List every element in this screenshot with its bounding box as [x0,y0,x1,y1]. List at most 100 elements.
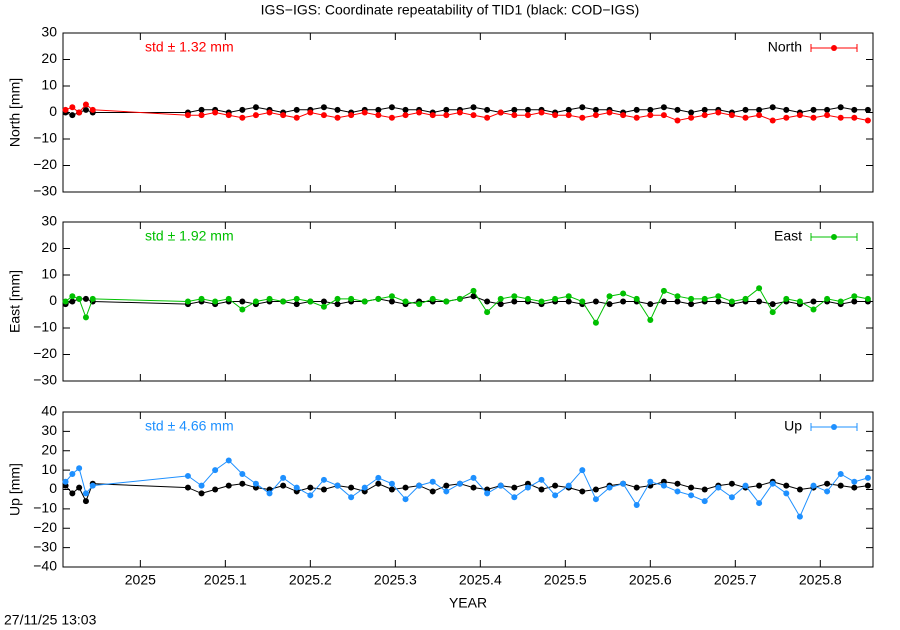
legend-label: North [768,39,802,55]
data-point [592,298,599,305]
data-point [484,490,491,497]
data-point [320,298,327,305]
data-point [69,112,76,119]
data-point [82,314,89,321]
data-point [592,496,599,503]
data-point [592,486,599,493]
data-point [320,303,327,310]
data-point [470,104,477,111]
data-point [69,298,76,305]
data-point [388,293,395,300]
data-point [320,104,327,111]
data-point [470,287,477,294]
data-point [851,293,858,300]
data-point [538,486,545,493]
data-point [348,484,355,491]
data-point [361,484,368,491]
y-tick-label: 20 [41,441,57,457]
data-point [606,293,613,300]
data-point [769,309,776,316]
data-point [307,484,314,491]
data-point [184,112,191,119]
data-point [198,482,205,489]
data-point [511,106,518,113]
data-point [484,114,491,121]
data-point [606,301,613,308]
data-point [742,114,749,121]
data-point [647,478,654,485]
data-point [606,484,613,491]
data-point [633,502,640,508]
data-point [470,474,477,481]
data-point [783,490,790,497]
data-point [402,298,409,305]
data-point [348,295,355,302]
data-point [225,457,232,464]
x-tick-label: 2025.5 [544,572,587,588]
y-tick-label: −10 [33,130,57,146]
data-point [756,482,763,489]
y-tick-label: −30 [33,372,57,388]
data-point [416,109,423,116]
data-point [497,301,504,308]
y-tick-label: 30 [41,24,57,40]
data-point [388,480,395,487]
data-point [443,298,450,305]
data-point [239,298,246,305]
data-point [565,298,572,305]
y-tick-label: 30 [41,213,57,229]
data-point [334,295,341,302]
data-point [660,112,667,119]
data-point [456,480,463,487]
data-point [429,478,436,485]
data-point [361,298,368,305]
y-tick-label: 0 [49,480,57,496]
data-point [715,109,722,116]
data-point [688,492,695,499]
data-point [320,486,327,493]
data-point [620,298,627,305]
data-point [375,106,382,113]
data-point [212,486,219,493]
data-point [810,482,817,489]
data-point [633,484,640,491]
data-point [429,488,436,495]
data-point [851,484,858,491]
data-point [280,298,287,305]
data-point [388,298,395,305]
data-point [239,471,246,477]
data-point [388,104,395,111]
data-point [497,482,504,489]
data-point [742,482,749,489]
data-point [647,106,654,113]
data-point [756,285,763,292]
data-point [701,498,708,505]
y-tick-label: 20 [41,239,57,255]
data-point [660,298,667,305]
data-point [524,112,531,119]
legend-label: Up [784,418,802,434]
data-point [320,112,327,119]
data-point [837,471,844,477]
data-point [851,298,858,305]
data-point [864,482,871,489]
data-point [293,484,300,491]
data-point [756,112,763,119]
data-point [334,114,341,121]
data-point [239,480,246,487]
data-point [633,106,640,113]
data-point [620,290,627,297]
data-point [348,112,355,119]
data-point [796,513,803,520]
data-point [837,298,844,305]
data-point [76,465,83,472]
data-point [470,484,477,491]
data-point [348,494,355,501]
data-point [701,486,708,493]
data-point [524,295,531,302]
data-point [579,467,586,474]
data-point [769,117,776,124]
data-point [334,301,341,308]
data-point [701,106,708,113]
